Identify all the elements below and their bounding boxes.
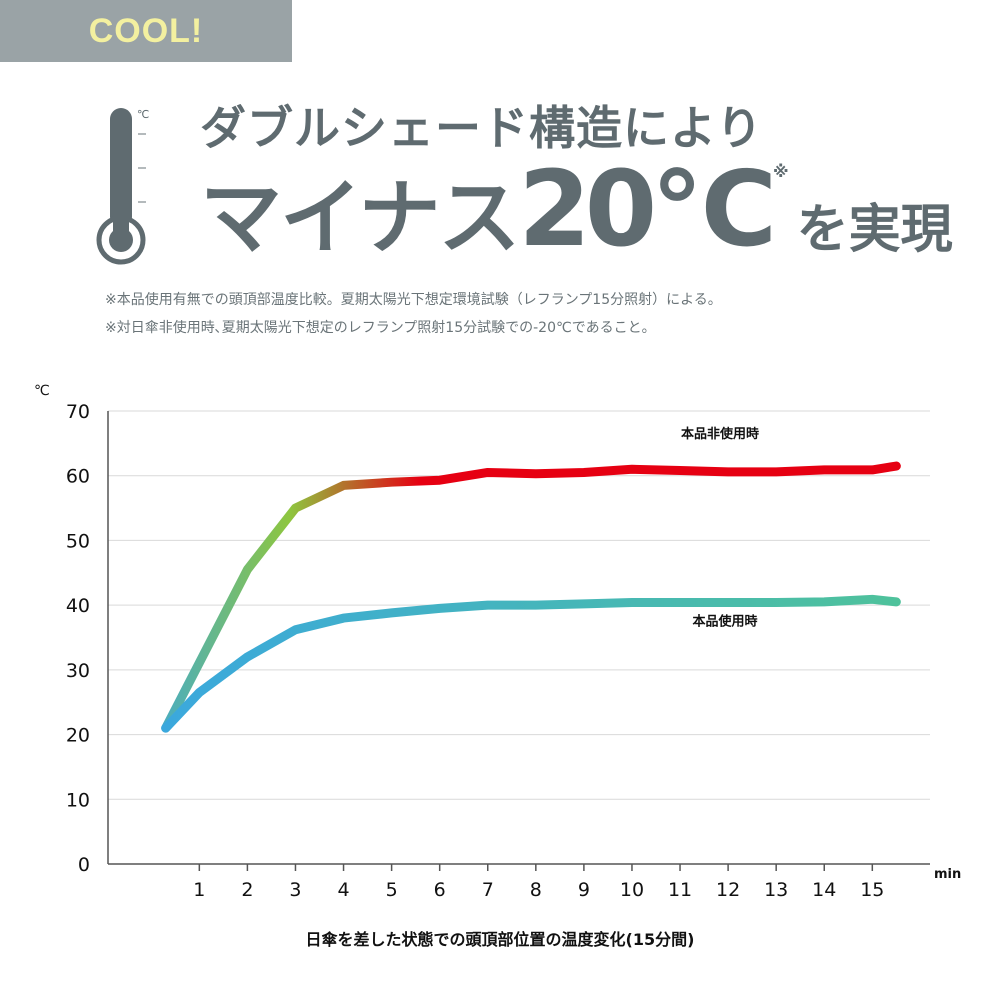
x-tick-label: 6 <box>434 879 446 901</box>
x-tick-label: 1 <box>193 879 205 901</box>
footnotes: ※本品使用有無での頭頂部温度比較。夏期太陽光下想定環境試験（レフランプ15分照射… <box>105 286 722 342</box>
y-tick-label: 30 <box>66 660 90 682</box>
headline-rest: を実現 <box>796 200 953 260</box>
series-line <box>161 461 901 733</box>
y-tick-label: 60 <box>66 466 90 488</box>
series-line <box>161 594 901 733</box>
x-tick-label: 2 <box>241 879 253 901</box>
y-tick-label: 40 <box>66 595 90 617</box>
x-tick-label: 10 <box>620 879 644 901</box>
x-tick-label: 8 <box>530 879 542 901</box>
x-tick-label: 9 <box>578 879 590 901</box>
y-tick-label: 70 <box>66 401 90 423</box>
thermometer-unit: ℃ <box>137 108 149 121</box>
x-tick-label: 15 <box>860 879 884 901</box>
x-tick-label: 5 <box>386 879 398 901</box>
y-axis-unit: ℃ <box>34 383 50 399</box>
x-axis-unit: min <box>934 867 961 882</box>
headline-line1: ダブルシェード構造により <box>200 101 764 155</box>
series-label: 本品使用時 <box>692 614 757 630</box>
y-tick-label: 50 <box>66 530 90 552</box>
y-tick-label: 10 <box>66 789 90 811</box>
headline-mark: ※ <box>773 162 789 181</box>
x-tick-label: 7 <box>482 879 494 901</box>
thermometer-icon: ℃ <box>96 108 149 265</box>
grid-lines <box>108 410 930 800</box>
series-label: 本品非使用時 <box>681 426 759 442</box>
x-tick-label: 14 <box>812 879 836 901</box>
headline-number: 20℃ <box>518 148 777 270</box>
footnote-2: ※対日傘非使用時､夏期太陽光下想定のレフランプ照射15分試験での-20℃であるこ… <box>105 320 656 336</box>
y-tick-label: 0 <box>78 854 90 876</box>
x-tick-label: 13 <box>764 879 788 901</box>
chart-caption: 日傘を差した状態での頭頂部位置の温度変化(15分間) <box>305 930 695 949</box>
headline-line2: マイナス20℃ ※ を実現 <box>200 148 953 270</box>
x-tick-label: 4 <box>337 879 349 901</box>
headline-main: マイナス <box>200 171 520 266</box>
y-tick-labels: 0 10 20 30 40 50 60 70 <box>66 401 90 876</box>
cool-badge-label: COOL! <box>88 11 204 50</box>
chart-axes <box>107 411 930 871</box>
x-tick-label: 12 <box>716 879 740 901</box>
footnote-1: ※本品使用有無での頭頂部温度比較。夏期太陽光下想定環境試験（レフランプ15分照射… <box>105 292 722 308</box>
series-lines <box>161 461 901 733</box>
x-tick-labels: 1 2 3 4 5 6 7 8 9 10 11 12 13 14 15 <box>193 879 884 901</box>
cool-badge: COOL! <box>0 0 292 62</box>
x-tick-label: 11 <box>668 879 692 901</box>
x-tick-label: 3 <box>289 879 301 901</box>
y-tick-label: 20 <box>66 725 90 747</box>
